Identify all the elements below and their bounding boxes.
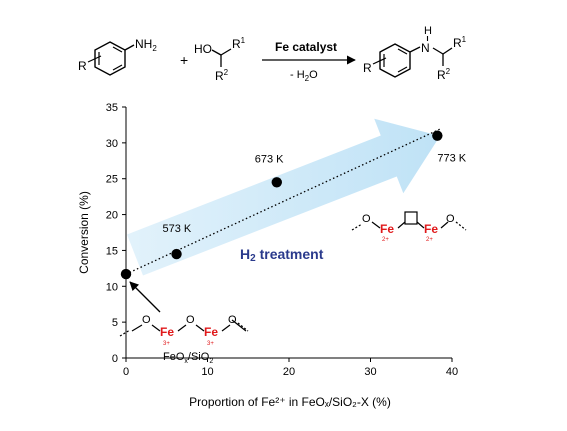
data-point [432,130,443,141]
product-nh-label: H [424,25,432,37]
y-tick-label: 0 [112,353,118,365]
product-r1-label: R1 [453,35,467,50]
product-structure: R H N R1 R2 [363,25,467,82]
chart-axes [122,106,453,362]
callout-arrow [129,281,161,313]
plot-area: 0 5 10 15 20 25 30 35 0 10 20 30 40 573 K 673 K 773 K… [77,102,467,409]
fe-charge: 2+ [426,237,433,243]
fe-charge: 2+ [382,237,389,243]
y-tick-label: 15 [106,245,118,257]
fe3-structure: O Fe 3+ O Fe 3+ O FeOx/SiO2 [119,314,249,365]
aniline-structure: NH2 R [78,37,157,76]
alcohol-structure: HO R1 R2 [194,36,246,83]
fe-atom: Fe [380,222,394,236]
fe-charge: 3+ [163,341,170,347]
data-point [271,177,282,188]
data-point [120,268,132,280]
feox-sio2-label: FeOx/SiO2 [163,351,213,365]
fe-atom: Fe [424,222,438,236]
y-axis-label: Conversion (%) [77,191,91,274]
h2-arrow-shape [127,118,441,276]
r1-label: R1 [232,36,246,51]
point-labels: 573 K 673 K 773 K [163,153,467,235]
fe-charge: 3+ [207,341,214,347]
fe2-vacancy-structure: O Fe 2+ Fe 2+ O [351,211,467,243]
o-atom: O [228,314,237,326]
o-atom: O [446,213,455,225]
catalyst-label: Fe catalyst [275,40,337,54]
h2-treatment-label: H2 treatment [240,246,324,264]
data-points [120,130,443,280]
o-atom: O [142,314,151,326]
ho-label: HO [194,42,212,56]
y-tick-label: 5 [112,317,118,329]
data-point [171,248,182,260]
fe-atom: Fe [204,325,218,339]
oxygen-vacancy-icon [404,211,418,225]
fe-atom: Fe [160,325,174,339]
y-tick-label: 25 [106,174,118,186]
reaction-scheme: NH2 R + HO R1 R2 Fe catalyst - H2O R [78,25,467,83]
point-label: 673 K [255,153,284,165]
y-tick-label: 30 [106,138,118,150]
y-tick-label: 20 [106,210,118,222]
trendline-path [125,128,441,275]
o-atom: O [186,314,195,326]
product-r2-label: R2 [437,67,451,82]
r-substituent: R [78,59,87,73]
point-label: 773 K [437,153,466,165]
reaction-arrow: Fe catalyst - H2O [262,40,356,83]
h2-treatment-arrow [127,118,441,276]
x-tick-label: 0 [123,366,129,378]
y-tick-label: 35 [106,102,118,114]
o-atom: O [362,213,371,225]
y-tick-label: 10 [106,281,118,293]
x-tick-label: 30 [364,366,376,378]
x-tick-labels: 0 10 20 30 40 [123,366,458,378]
x-tick-label: 40 [446,366,458,378]
x-axis-label: Proportion of Fe²⁺ in FeOₓ/SiO₂-X (%) [189,395,391,409]
x-tick-label: 20 [283,366,295,378]
amine-label: NH2 [135,37,157,53]
trendline [125,128,441,275]
y-tick-labels: 0 5 10 15 20 25 30 35 [106,102,118,365]
r2-label: R2 [215,68,229,83]
x-tick-label: 10 [201,366,213,378]
product-n-label: N [421,41,430,55]
product-r-label: R [363,61,372,75]
plus-sign: + [180,52,188,68]
point-label: 573 K [163,223,192,235]
byproduct-label: - H2O [290,69,318,83]
